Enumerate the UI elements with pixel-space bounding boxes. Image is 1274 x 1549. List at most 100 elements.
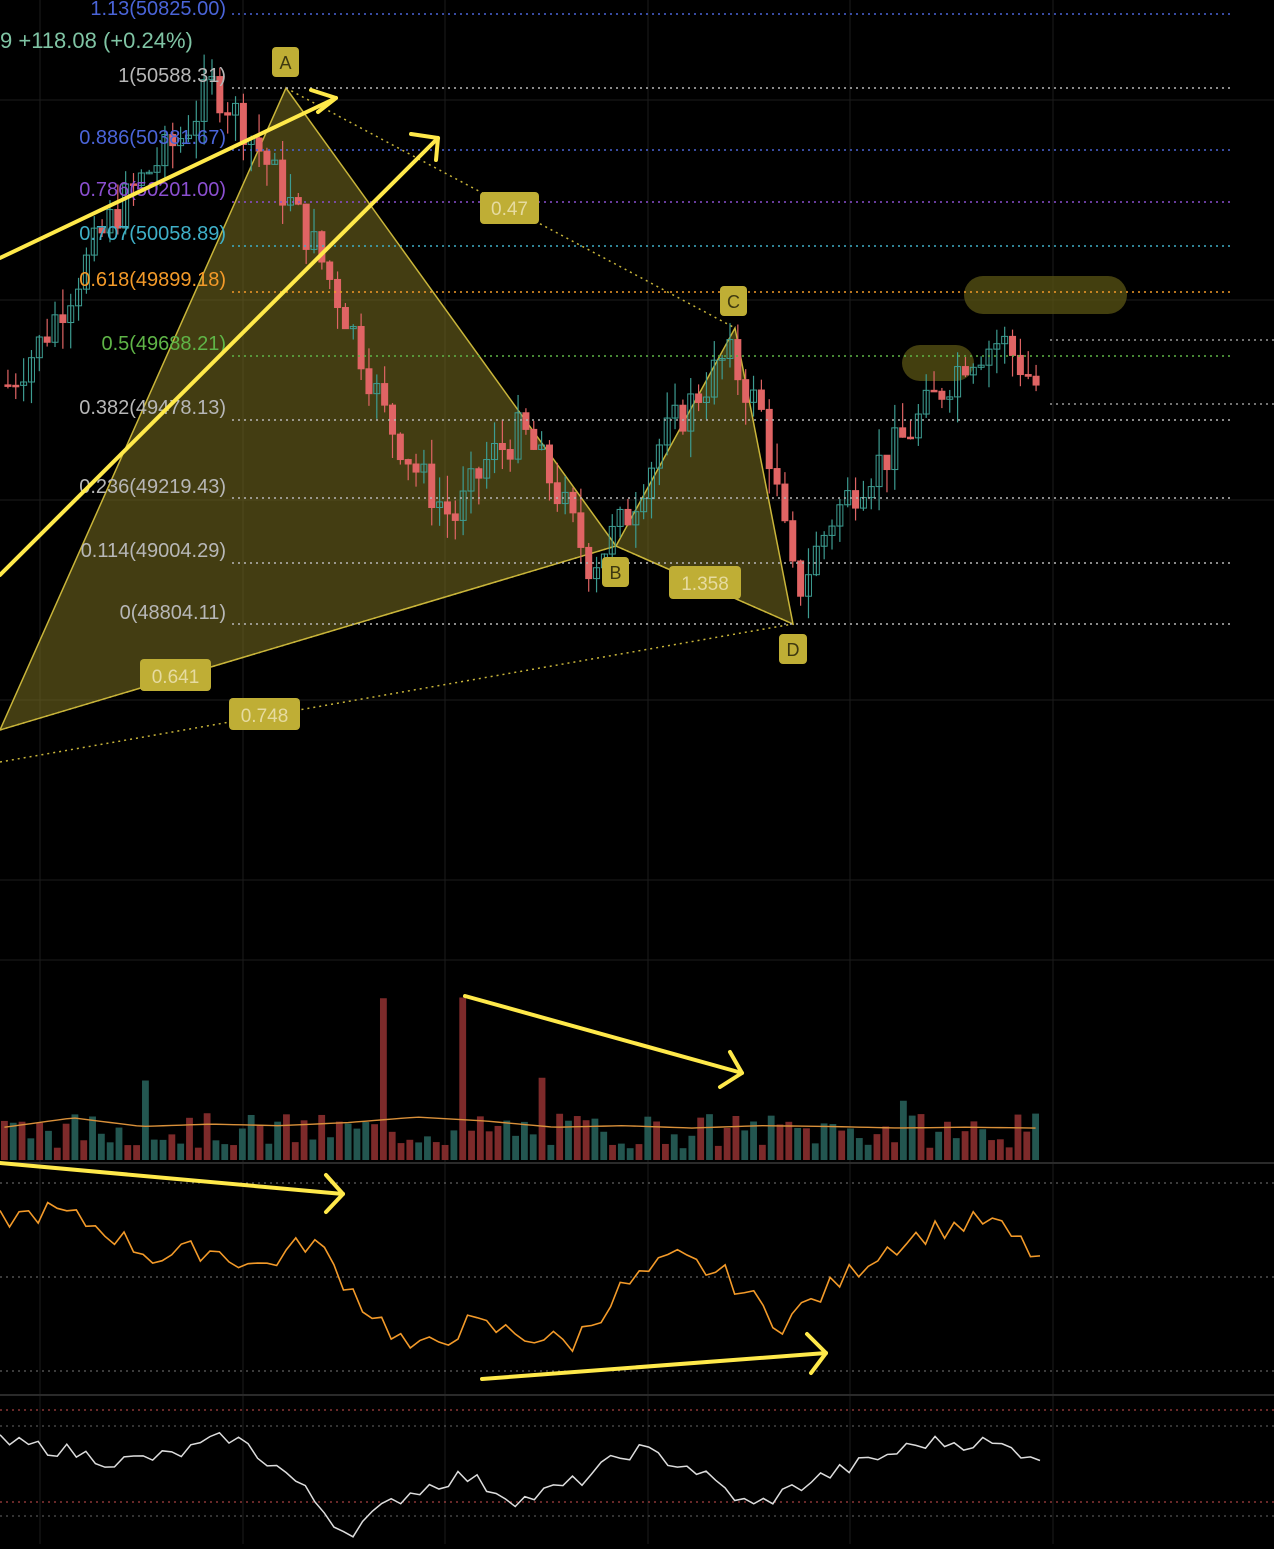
volume-bar	[653, 1121, 661, 1160]
fib-label: 1(50588.31)	[118, 65, 226, 87]
svg-text:1.358: 1.358	[681, 574, 729, 595]
volume-bar	[494, 1125, 502, 1160]
rsi-pane[interactable]	[0, 1409, 1274, 1538]
volume-bar	[935, 1131, 943, 1160]
volume-bar	[221, 1144, 229, 1160]
candle-body	[310, 231, 318, 250]
volume-bar	[27, 1138, 35, 1160]
arrow-oscillator	[480, 1332, 828, 1381]
candle-body	[381, 383, 389, 406]
candle-body	[239, 102, 247, 145]
volume-bar	[864, 1144, 872, 1160]
price-change-readout: 9 +118.08 (+0.24%)	[0, 28, 193, 53]
volume-bar	[291, 1142, 299, 1160]
volume-bar	[71, 1114, 79, 1160]
candle-body	[655, 444, 663, 469]
candle-body	[428, 463, 436, 509]
volume-bar	[794, 1127, 802, 1160]
candle-body	[812, 545, 820, 576]
volume-bar	[829, 1124, 837, 1160]
volume-bar	[115, 1127, 123, 1160]
candle-body	[271, 159, 279, 165]
volume-bar	[741, 1130, 749, 1160]
fib-label: 0.786(50201.00)	[79, 179, 226, 201]
volume-bar	[18, 1121, 26, 1160]
volume-bar	[758, 1144, 766, 1160]
candle-body	[899, 427, 907, 438]
oscillator-pane[interactable]	[0, 1182, 1274, 1372]
volume-bar	[300, 1120, 308, 1160]
candle-body	[184, 134, 192, 140]
candle-body	[632, 511, 640, 526]
volume-bar	[529, 1134, 537, 1160]
candle-body	[569, 491, 577, 514]
candle-body	[443, 501, 451, 515]
volume-bar	[670, 1134, 678, 1160]
volume-bar	[873, 1134, 881, 1160]
candle-body	[750, 389, 758, 403]
svg-text:B: B	[609, 563, 621, 583]
volume-bar	[803, 1128, 810, 1160]
candle-body	[985, 348, 993, 366]
volume-bar	[397, 1143, 405, 1160]
volume-bar	[476, 1116, 484, 1160]
volume-bar	[1005, 1147, 1013, 1160]
candle-body	[545, 444, 553, 484]
volume-bar	[600, 1131, 608, 1160]
fib-levels[interactable]: 1.13(50825.00) 1(50588.31) 0.886(50381.67)…	[79, 0, 1274, 625]
volume-bar	[573, 1116, 581, 1160]
candle-body	[663, 417, 671, 446]
fib-label: 0.114(49004.29)	[81, 540, 226, 562]
ratio-label-xd: 0.748	[229, 698, 300, 730]
candle-body	[1001, 335, 1009, 345]
candle-body	[852, 490, 860, 509]
candle-body	[357, 325, 365, 370]
candle-body	[726, 339, 734, 359]
candle-body	[977, 364, 985, 368]
volume-bar	[335, 1121, 343, 1160]
annotation-arrows[interactable]	[0, 88, 828, 1381]
volume-bar	[820, 1123, 828, 1160]
ratio-label-ac: 0.47	[480, 192, 539, 224]
fib-label: 0.618(49899.18)	[79, 269, 226, 291]
candle-body	[498, 443, 506, 451]
volume-bar	[36, 1122, 44, 1160]
volume-bar	[582, 1120, 590, 1160]
volume-bar	[194, 1147, 202, 1160]
fib-label: 0.382(49478.13)	[79, 397, 226, 419]
candle-body	[43, 336, 51, 343]
candle-body	[616, 508, 624, 527]
candles-layer	[4, 54, 1040, 619]
volume-pane[interactable]	[1, 997, 1039, 1161]
volume-bar	[706, 1114, 713, 1160]
candle-body	[373, 383, 381, 395]
candle-body	[224, 112, 232, 116]
candle-body	[993, 343, 1001, 350]
candle-body	[106, 209, 114, 234]
candle-body	[475, 468, 483, 479]
svg-text:0.47: 0.47	[491, 199, 528, 220]
volume-bar	[238, 1128, 246, 1160]
candle-body	[907, 436, 914, 440]
volume-bar	[979, 1129, 987, 1160]
svg-text:D: D	[787, 640, 800, 660]
candle-body	[585, 546, 593, 580]
volume-bar	[750, 1121, 757, 1160]
candle-body	[51, 314, 59, 343]
ac-line	[285, 87, 736, 329]
candle-body	[396, 433, 404, 461]
point-b-label: B	[602, 557, 629, 587]
xb-line	[0, 545, 617, 731]
volume-bar	[635, 1144, 643, 1160]
candle-body	[836, 504, 844, 527]
volume-bar	[168, 1134, 176, 1160]
volume-bar	[53, 1147, 61, 1160]
volume-bar	[988, 1140, 995, 1160]
arrow-up-left-2	[0, 132, 440, 577]
volume-bar	[106, 1142, 114, 1160]
volume-bar	[767, 1115, 775, 1160]
ratio-label-xb: 0.641	[140, 659, 211, 691]
volume-bar	[503, 1120, 511, 1160]
candle-body	[75, 288, 83, 307]
